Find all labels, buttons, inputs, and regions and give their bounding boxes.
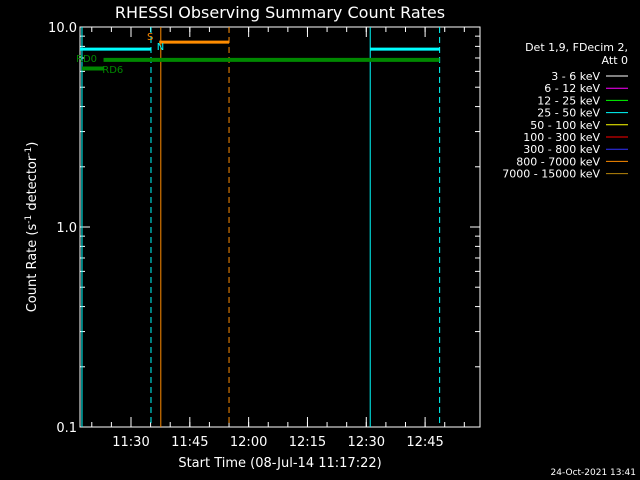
y-axis-label: Count Rate (s-1 detector-1) [24, 142, 40, 313]
x-tick-label: 11:45 [171, 435, 208, 450]
legend-label: 25 - 50 keV [537, 107, 600, 120]
footer-timestamp: 24-Oct-2021 13:41 [551, 468, 636, 478]
x-tick-label: 12:30 [348, 435, 385, 450]
y-tick-label: 10.0 [48, 21, 77, 36]
annotation-n: N [157, 42, 164, 53]
y-tick-label: 0.1 [56, 421, 77, 436]
tick-labels: 11:30 11:45 12:00 12:15 12:30 12:45 0.1 1.0 10.0 [48, 21, 444, 450]
chart-title: RHESSI Observing Summary Count Rates [115, 3, 445, 22]
legend-header-1: Det 1,9, FDecim 2, [525, 41, 628, 54]
legend-label: 3 - 6 keV [551, 70, 600, 83]
legend-header-2: Att 0 [602, 54, 628, 67]
legend-label: 800 - 7000 keV [516, 155, 600, 168]
x-axis-label: Start Time (08-Jul-14 11:17:22) [178, 456, 381, 471]
legend-label: 6 - 12 keV [544, 82, 600, 95]
annotation-rd6: RD6 [102, 65, 123, 76]
legend-label: 50 - 100 keV [530, 119, 600, 132]
legend-label: 7000 - 15000 keV [502, 168, 600, 181]
x-tick-label: 11:30 [112, 435, 149, 450]
x-tick-label: 12:45 [406, 435, 443, 450]
legend-label: 100 - 300 keV [523, 131, 600, 144]
annotation-s: S [147, 32, 153, 43]
plot-frame [79, 26, 481, 428]
legend-label: 12 - 25 keV [537, 94, 600, 107]
legend-label: 300 - 800 keV [523, 143, 600, 156]
data-series: SN RD0 RD6 [76, 27, 441, 427]
x-tick-label: 12:15 [289, 435, 326, 450]
y-tick-label: 1.0 [56, 221, 77, 236]
axis-ticks [80, 26, 480, 428]
x-tick-label: 12:00 [230, 435, 267, 450]
annotation-rd0: RD0 [76, 54, 97, 65]
